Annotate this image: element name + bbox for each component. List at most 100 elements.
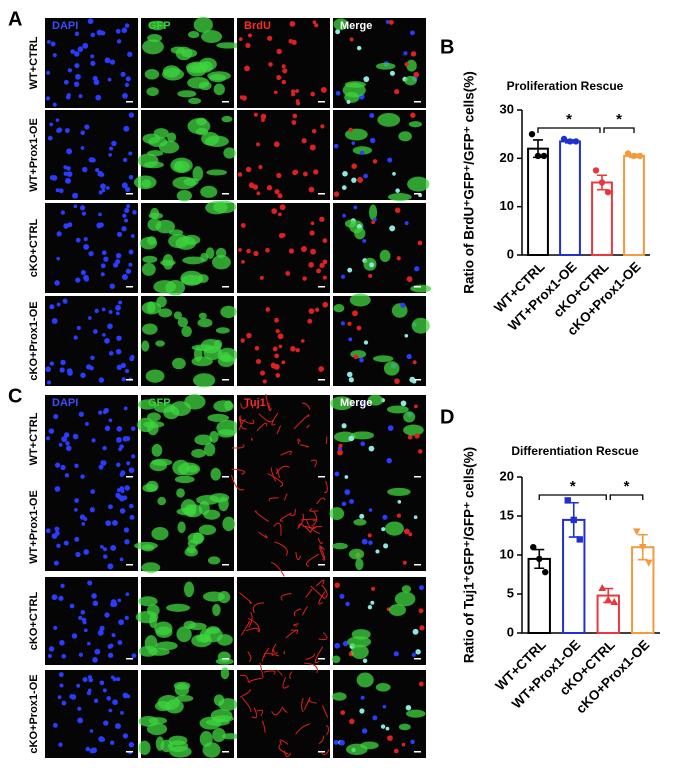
cell [79, 514, 86, 520]
cell [275, 329, 280, 334]
cell [107, 323, 113, 330]
data-point [576, 536, 583, 543]
cell [78, 94, 83, 99]
cell [387, 735, 393, 741]
cell [71, 633, 78, 639]
cell [123, 125, 130, 132]
cell [266, 185, 273, 191]
cell [87, 18, 94, 25]
cell [403, 528, 410, 535]
cell [344, 219, 357, 228]
cell [319, 262, 325, 269]
cell [138, 399, 157, 410]
cell [51, 175, 58, 181]
neurite [281, 706, 288, 713]
cell [172, 357, 186, 370]
cell [49, 304, 55, 310]
scale-bar [222, 564, 229, 566]
micrograph [333, 293, 430, 386]
cell [101, 307, 106, 312]
cell [215, 247, 227, 259]
y-tick-label: 10 [500, 546, 514, 561]
scale-bar [126, 101, 133, 103]
channel-label: Merge [340, 397, 372, 409]
cell [311, 128, 317, 134]
neurite [325, 436, 328, 444]
cell [80, 474, 85, 479]
cell [290, 346, 296, 352]
cell [100, 263, 106, 269]
cell [165, 699, 184, 714]
cell [410, 112, 416, 118]
cell [80, 372, 86, 379]
micrograph [45, 577, 138, 665]
cell [128, 112, 135, 118]
neurite [310, 526, 323, 534]
cell [204, 135, 229, 147]
cell [410, 284, 432, 293]
image-bg [45, 395, 138, 483]
cell [95, 167, 100, 173]
cell [295, 99, 300, 103]
cell [277, 193, 283, 199]
cell [307, 318, 313, 324]
cell [346, 371, 353, 378]
scale-bar [318, 286, 325, 288]
cell [245, 166, 252, 173]
cell [369, 262, 375, 268]
cell [385, 19, 390, 24]
cell [382, 514, 388, 520]
cell [75, 237, 81, 243]
cell [359, 708, 365, 714]
data-point [536, 555, 543, 563]
cell [221, 115, 233, 123]
cell [122, 213, 127, 218]
cell [172, 459, 190, 476]
cell [82, 166, 88, 173]
image-bg [333, 577, 426, 665]
cell [74, 498, 79, 503]
cell [116, 426, 123, 432]
cell [124, 485, 130, 491]
cell [60, 464, 66, 471]
scale-bar [318, 658, 325, 660]
neurite [250, 404, 254, 409]
neurite [309, 508, 319, 512]
cell [308, 308, 315, 315]
cell [241, 259, 245, 264]
cell [273, 90, 278, 95]
image-bg [333, 296, 426, 386]
cell [138, 740, 151, 756]
cell [174, 475, 195, 484]
cell [332, 542, 348, 550]
cell [345, 601, 350, 607]
cell [124, 369, 130, 374]
cell [383, 543, 389, 549]
scale-bar [222, 658, 229, 660]
cell [45, 528, 51, 534]
cell [313, 169, 319, 175]
neurite [276, 669, 283, 676]
cell [187, 532, 205, 544]
data-point [638, 544, 647, 551]
cell [52, 722, 58, 728]
cell [115, 348, 122, 355]
cell [372, 355, 394, 362]
cell [371, 586, 376, 591]
cell [122, 692, 129, 699]
neurite [239, 688, 251, 698]
cell [81, 522, 86, 526]
cell [82, 620, 87, 625]
neurite [305, 588, 313, 598]
micrograph [230, 473, 330, 577]
cell [268, 62, 273, 67]
cell [331, 655, 341, 664]
cell [222, 516, 235, 532]
data-point [572, 138, 580, 145]
scale-bar [126, 286, 133, 288]
neurite [230, 474, 245, 491]
neurite [283, 651, 285, 655]
cell [194, 434, 213, 446]
neurite [240, 419, 255, 425]
neurite [276, 425, 281, 435]
